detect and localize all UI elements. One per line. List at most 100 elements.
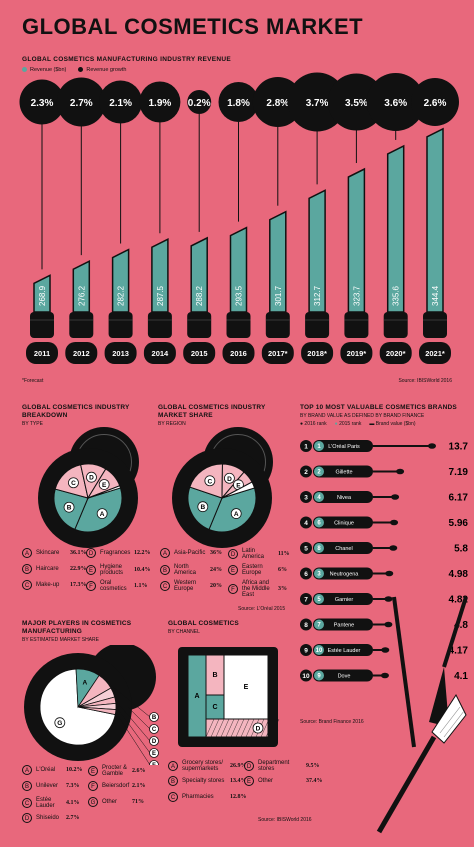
legend-key: B xyxy=(168,776,178,786)
rank-2015: 6 xyxy=(317,521,321,527)
brand-pill xyxy=(313,669,373,682)
growth-label: 2.3% xyxy=(31,98,54,109)
year-cap xyxy=(104,342,137,364)
brush-head-1 xyxy=(429,667,449,727)
breakdown-subtitle: BY TYPE xyxy=(22,421,43,427)
rank-2016: 1 xyxy=(304,444,308,451)
legend-value: 36% xyxy=(210,550,222,556)
rank-2016-badge xyxy=(300,644,312,656)
hatch-line xyxy=(225,718,235,738)
growth-label: 2.1% xyxy=(109,98,132,109)
growth-label: 2.8% xyxy=(266,98,289,109)
legend-label: Africa and the Middle East xyxy=(242,580,270,598)
legend-row-d: D Shiseido 2.7% xyxy=(22,813,80,823)
legend-row-a: A Grocery stores/ supermarkets 26.9% xyxy=(168,760,247,772)
brand-name: L'Oréal Paris xyxy=(328,444,360,450)
rank-2015-badge xyxy=(314,670,324,681)
rank-2015: 7 xyxy=(317,623,321,629)
legend-label: Haircare xyxy=(36,566,59,572)
legend-value: 10.2% xyxy=(66,767,83,773)
channel-key: D xyxy=(256,726,261,733)
brand-value: 7.19 xyxy=(449,467,469,478)
revenue-label: 276.2 xyxy=(77,285,86,306)
slice-key: D xyxy=(89,475,94,482)
brand-name: Gillette xyxy=(335,470,352,476)
slice-key-badge xyxy=(63,501,75,513)
year-cap xyxy=(222,342,255,364)
revenue-label: 282.2 xyxy=(117,285,126,306)
brand-pill xyxy=(313,491,373,503)
growth-bubble xyxy=(19,79,65,125)
legend-key: E xyxy=(228,565,238,575)
rank-2015: 10 xyxy=(316,648,323,654)
slice-key-badge xyxy=(68,477,79,489)
legend-value: 37.4% xyxy=(306,778,323,784)
legend-brand-value: ▬ Brand value ($bn) xyxy=(369,421,416,427)
slice-key-badge xyxy=(96,508,108,520)
legend-value: 36.1% xyxy=(70,550,87,556)
growth-bubble xyxy=(187,90,212,114)
mascara-wand-tip xyxy=(384,596,393,602)
legend-label: Western Europe xyxy=(174,580,197,592)
slice-key-badge xyxy=(230,508,242,519)
revenue-label: 323.7 xyxy=(352,285,361,306)
slice-leader xyxy=(115,711,151,765)
brand-value: 4.98 xyxy=(449,569,469,580)
legend-label: Latin America xyxy=(242,548,265,560)
revenue-label: 335.6 xyxy=(392,285,401,306)
growth-label: 3.5% xyxy=(345,98,368,109)
legend-row-g: G Other 71% xyxy=(88,797,144,807)
brands-subtitle: BY BRAND VALUE AS DEFINED BY BRAND FINAN… xyxy=(300,413,425,419)
year-cap xyxy=(261,342,294,364)
legend-label: Hygiene products xyxy=(100,564,124,576)
legend-row-e: E Hygiene products 10.4% xyxy=(86,564,151,576)
lipstick-tube xyxy=(226,312,251,338)
legend-label: Beiersdorf xyxy=(102,783,130,789)
channel-key: B xyxy=(212,672,217,679)
legend-label: Shiseido xyxy=(36,815,60,821)
slice-key: C xyxy=(71,480,76,487)
rank-2016-badge xyxy=(300,491,312,503)
mascara-wand-tip xyxy=(391,494,400,500)
mascara-wand-tip xyxy=(390,519,399,526)
legend-row-b: B Specialty stores 13.4% xyxy=(168,776,247,786)
mascara-wand-tip xyxy=(380,672,389,679)
lipstick-tube xyxy=(108,312,133,338)
slice-key: B xyxy=(200,504,205,511)
brand-value: 5.8 xyxy=(454,544,468,555)
legend-key: G xyxy=(88,797,98,807)
lipstick-tube xyxy=(147,312,172,338)
revenue-label: 301.7 xyxy=(274,285,283,306)
legend-key: D xyxy=(244,761,254,771)
legend-value: 20% xyxy=(210,583,222,589)
legend-key: E xyxy=(86,565,96,575)
slice-leader xyxy=(105,680,151,718)
bristle-line xyxy=(443,710,465,738)
rank-2016: 4 xyxy=(304,520,308,527)
legend-value: 24% xyxy=(210,567,222,573)
legend-label: Fragrances xyxy=(100,550,131,556)
legend-value: 4.1% xyxy=(66,800,80,806)
legend-value: 26.9% xyxy=(230,763,247,769)
mascara-wand-tip xyxy=(428,443,436,449)
rank-2016-badge xyxy=(300,516,312,529)
players-title: MAJOR PLAYERS IN COSMETICS MANUFACTURING xyxy=(22,620,132,635)
legend-row-f: F Oral cosmetics 1.1% xyxy=(86,580,148,592)
rank-2015: 8 xyxy=(317,546,321,552)
lipstick-tube xyxy=(383,312,408,338)
rank-2015: 9 xyxy=(317,674,321,680)
slice-key: E xyxy=(236,482,241,489)
year-cap xyxy=(65,342,98,364)
rank-2015-badge xyxy=(314,594,324,604)
legend-row-d: D Latin America 11% xyxy=(228,548,290,560)
channel-key: E xyxy=(244,684,249,691)
slice-leader xyxy=(115,706,151,754)
legend-label: Unilever xyxy=(36,783,59,789)
lipstick-tube xyxy=(344,312,369,338)
legend-key: C xyxy=(22,580,32,590)
pie-slice xyxy=(221,481,256,499)
growth-bubble xyxy=(56,77,106,127)
channel-subtitle: BY CHANNEL xyxy=(168,629,200,635)
